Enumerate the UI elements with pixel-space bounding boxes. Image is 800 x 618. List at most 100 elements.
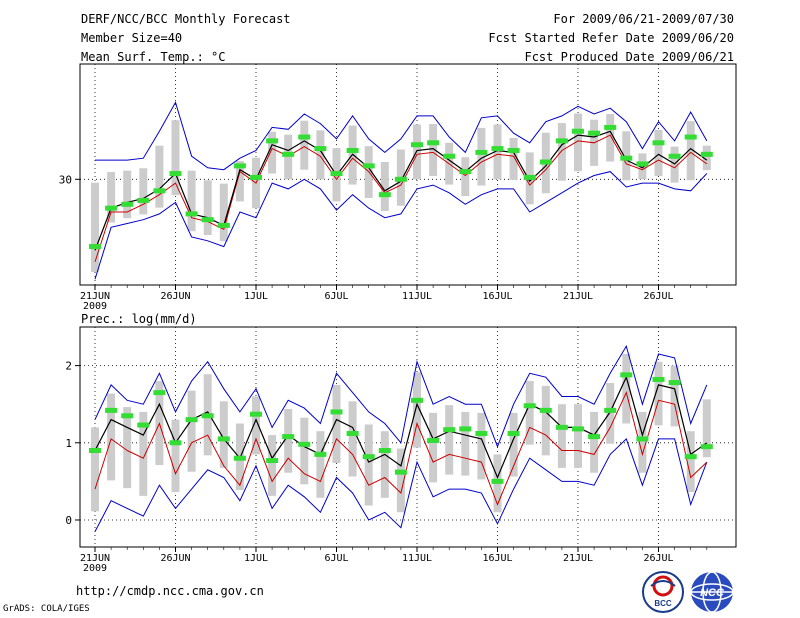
spread-box [139, 168, 148, 215]
spread-box [622, 354, 631, 424]
spread-box [155, 145, 164, 208]
spread-box [670, 146, 679, 183]
spread-box [139, 411, 148, 496]
spread-box [702, 399, 711, 458]
observed-marker [652, 140, 665, 146]
temperature-panel: 21JUN 26JUN 1JUL 6JUL 11JUL 16JUL 21JUL 26JUL 20… [59, 63, 737, 312]
spread-box [284, 134, 293, 180]
observed-marker [233, 455, 246, 461]
spread-box [541, 385, 550, 456]
observed-marker [572, 128, 584, 134]
chart-title: DERF/NCC/BCC Monthly Forecast [81, 12, 291, 26]
y-tick-label: 0 [65, 514, 72, 527]
observed-marker [507, 147, 520, 153]
spread-box [316, 431, 325, 498]
spread-box [364, 424, 373, 506]
observed-marker [475, 431, 488, 437]
x-tick-label: 26JUL [643, 553, 673, 564]
spread-box [590, 411, 599, 473]
spread-box [300, 120, 309, 170]
mean-line [94, 375, 708, 480]
observed-marker [105, 407, 118, 413]
precip-panel-title: Prec.: log(mm/d) [81, 312, 197, 326]
x-year-label: 2009 [83, 301, 107, 312]
spread-box [574, 404, 582, 468]
x-tick-label: 26JUN [160, 553, 190, 564]
observed-marker [555, 138, 568, 144]
spread-box [380, 162, 389, 212]
observed-marker [443, 427, 456, 433]
observed-marker [668, 380, 681, 386]
plot-frame [79, 63, 737, 286]
observed-marker [250, 411, 262, 417]
spread-box [429, 124, 438, 176]
observed-marker [588, 130, 601, 136]
observed-marker [523, 403, 536, 409]
observed-marker [572, 426, 584, 432]
observed-marker [169, 171, 182, 177]
spread-box [413, 124, 421, 180]
observed-marker [475, 149, 488, 155]
spread-box [171, 419, 180, 492]
x-tick-label: 1JUL [244, 291, 268, 302]
spread-box [235, 161, 244, 202]
observed-marker [604, 124, 617, 130]
spread-box [654, 361, 663, 426]
ncc-logo-text: NCC [700, 587, 725, 599]
grads-credit: GrADS: COLA/IGES [3, 604, 90, 614]
forecast-period: For 2009/06/21-2009/07/30 [553, 12, 734, 26]
spread-box [461, 157, 470, 197]
observed-marker [411, 397, 423, 403]
observed-marker [137, 422, 150, 428]
variable-label: Mean Surf. Temp.: °C [81, 50, 226, 64]
observed-marker [652, 376, 665, 382]
spread-box [429, 412, 438, 483]
observed-marker [394, 469, 407, 475]
spread-box [107, 393, 116, 481]
spread-box [252, 396, 260, 455]
spread-box [509, 137, 518, 180]
min-line [94, 437, 708, 532]
spread-box [702, 145, 711, 171]
observed-marker [201, 217, 214, 223]
observed-marker [523, 174, 536, 180]
spread-box [380, 431, 389, 498]
x-tick-label: 21JUN [80, 291, 110, 302]
observed-marker [411, 142, 423, 148]
observed-marker [89, 448, 101, 454]
spread-box [686, 431, 695, 492]
x-tick-label: 21JUN [80, 553, 110, 564]
spread-box [654, 129, 663, 176]
observed-marker [89, 244, 101, 250]
x-year-label: 2009 [83, 563, 107, 574]
ncc-logo: NCC [689, 570, 735, 614]
observed-marker [362, 454, 375, 460]
spread-box [219, 183, 228, 242]
spread-box [574, 113, 582, 172]
spread-box [509, 412, 518, 477]
spread-box [332, 384, 341, 464]
website-url[interactable]: http://cmdp.ncc.cma.gov.cn [76, 584, 264, 598]
bcc-logo-text: BCC [654, 599, 672, 608]
observed-marker [217, 436, 230, 442]
observed-marker [684, 454, 697, 460]
spread-box [91, 427, 99, 512]
observed-marker [314, 451, 327, 457]
x-tick-label: 11JUL [402, 291, 432, 302]
observed-marker [121, 413, 134, 419]
observed-marker [507, 431, 520, 437]
observed-marker [378, 448, 391, 454]
x-tick-label: 26JUN [160, 291, 190, 302]
observed-marker [636, 161, 649, 167]
x-tick-label: 16JUL [482, 553, 512, 564]
spread-box [638, 411, 647, 473]
spread-box [316, 130, 325, 180]
x-tick-label: 1JUL [244, 553, 268, 564]
spread-box [219, 401, 228, 468]
observed-marker [153, 188, 166, 194]
observed-marker [266, 138, 279, 144]
x-tick-label: 26JUL [643, 291, 673, 302]
observed-marker [684, 134, 697, 140]
observed-marker [700, 151, 713, 157]
spread-box [461, 411, 470, 476]
